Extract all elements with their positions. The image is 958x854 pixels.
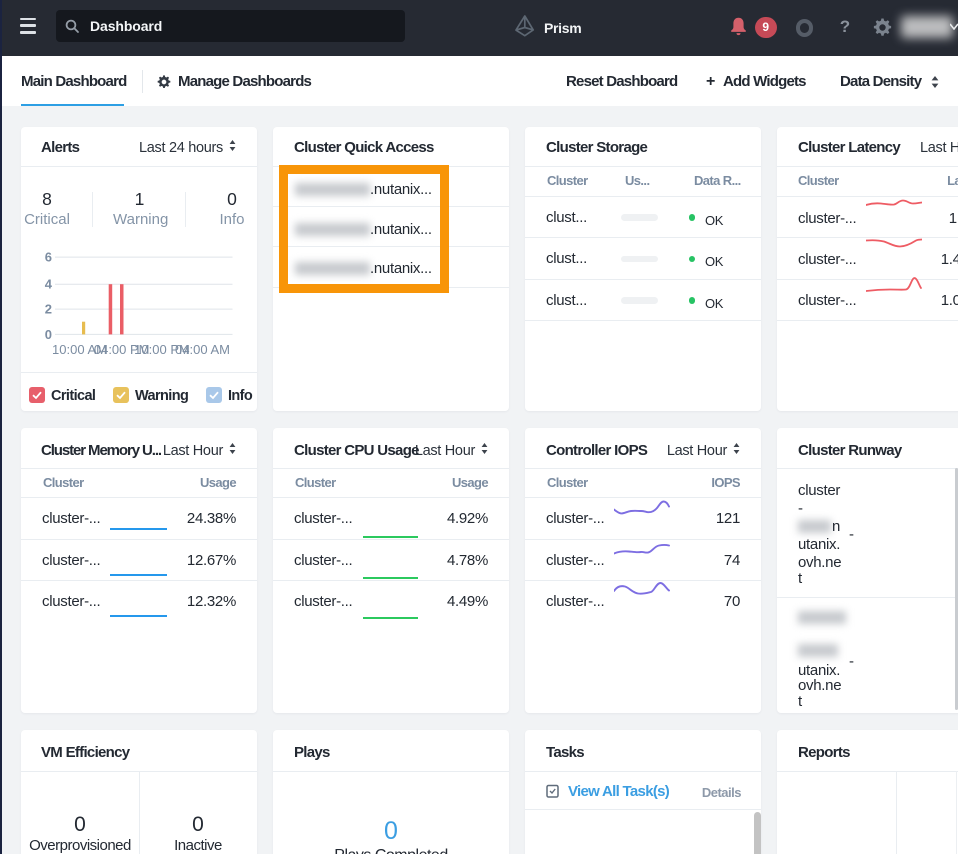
svg-text:10:00 PM: 10:00 PM — [134, 342, 190, 357]
svg-text:04:00 AM: 04:00 AM — [175, 342, 230, 357]
svg-text:4: 4 — [45, 277, 53, 292]
svg-text:0: 0 — [45, 327, 52, 342]
svg-text:04:00 PM: 04:00 PM — [94, 342, 150, 357]
svg-text:10:00 AM: 10:00 AM — [52, 342, 107, 357]
svg-text:2: 2 — [45, 302, 52, 317]
svg-text:6: 6 — [45, 250, 52, 265]
